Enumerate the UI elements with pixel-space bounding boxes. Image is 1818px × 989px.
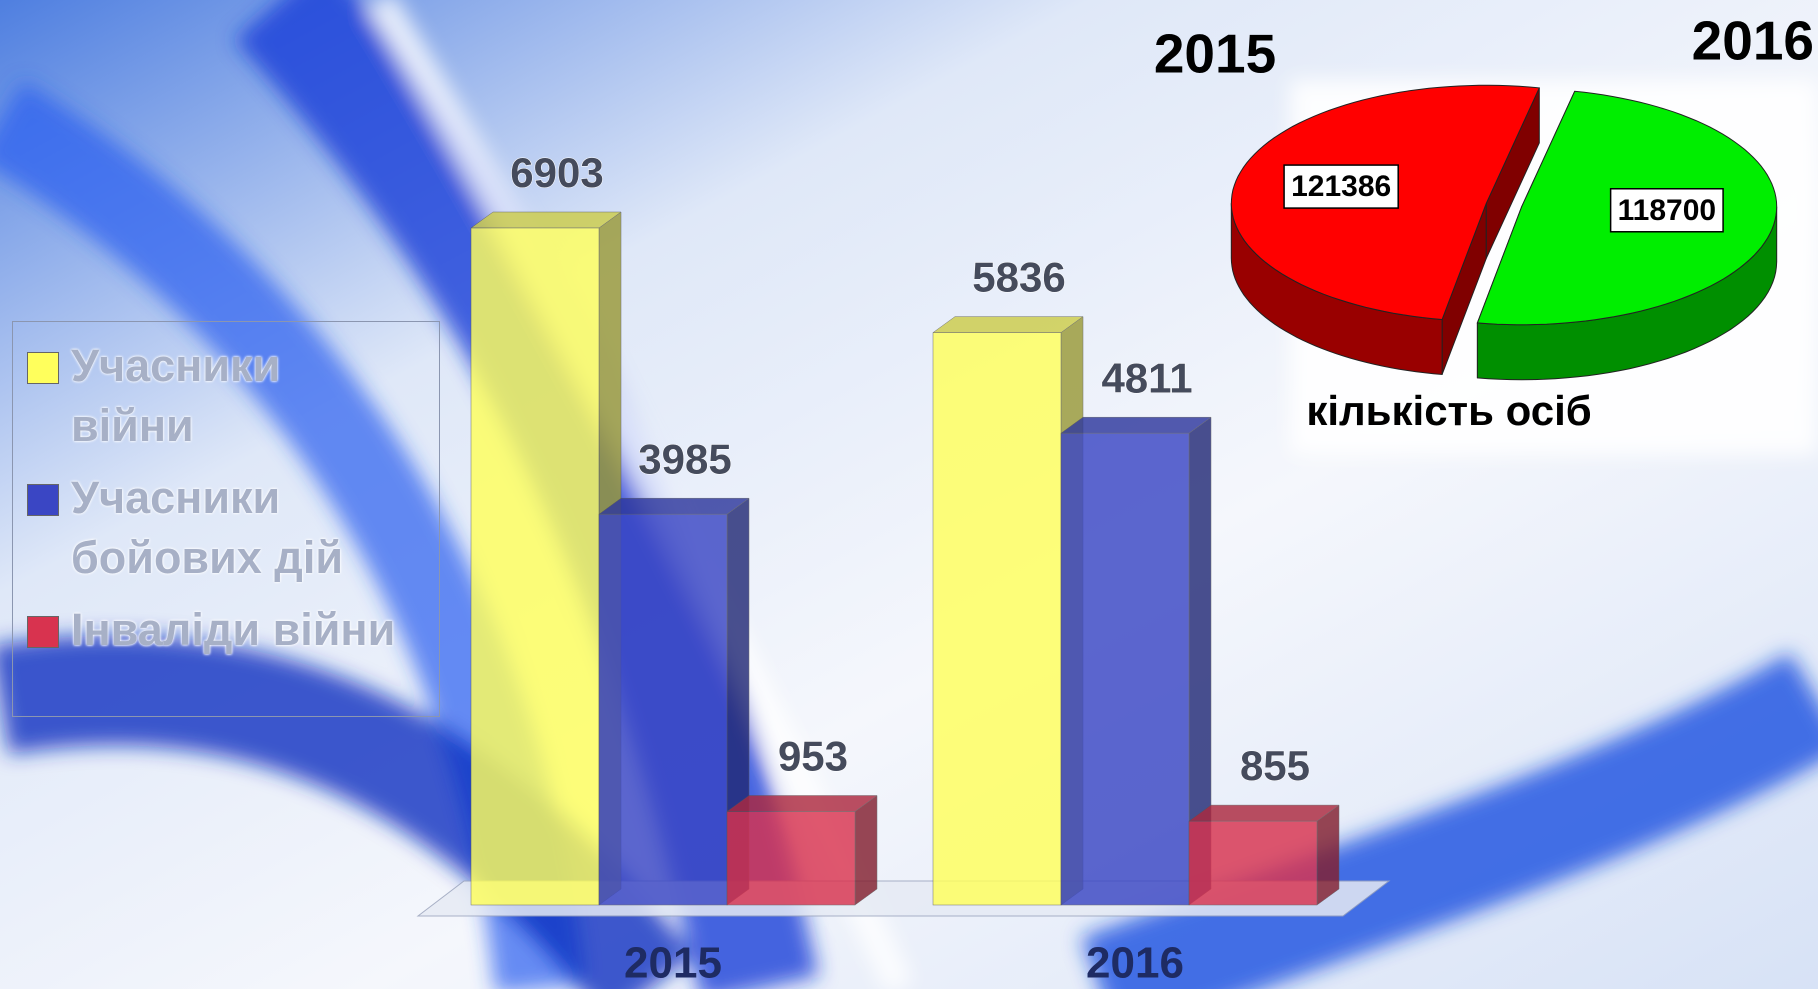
legend: Учасники війни Учасники бойових дій Інвалі… (12, 321, 440, 717)
pie-category-label: 2015 (1154, 23, 1276, 85)
data-label-box (1609, 188, 1724, 233)
bar-front (1060, 432, 1190, 906)
data-label-box (1283, 164, 1399, 209)
bar-top (598, 497, 750, 515)
bar-top (1188, 804, 1340, 822)
bar (470, 211, 622, 906)
data-label: 6903 (510, 149, 603, 196)
bar-side (854, 795, 878, 906)
legend-label: Учасники війни (71, 340, 281, 451)
bar (598, 497, 750, 906)
bar (726, 795, 878, 906)
legend-swatch (27, 616, 59, 648)
bar-front (470, 227, 600, 906)
legend-item: Учасники бойових дій (23, 468, 429, 588)
data-label: 5836 (972, 254, 1065, 301)
bar-top (726, 795, 878, 812)
legend-label: Учасники бойових дій (71, 472, 344, 583)
bar (1188, 804, 1340, 906)
legend-label: Інваліди війни (71, 604, 396, 655)
bar-front (1188, 820, 1318, 906)
data-label: 953 (778, 733, 848, 780)
bar (1060, 416, 1212, 906)
data-label: 118700 (1618, 194, 1716, 227)
data-label: 121386 (1291, 170, 1391, 203)
x-tick-label: 2015 (624, 939, 722, 988)
bar-top (1060, 416, 1212, 434)
chart-title: кількість осіб (1306, 387, 1591, 434)
x-tick-label: 2016 (1086, 939, 1184, 988)
legend-swatch (27, 352, 59, 384)
legend-item: Інваліди війни (23, 600, 429, 660)
legend-swatch (27, 484, 59, 516)
data-label: 855 (1240, 742, 1310, 789)
pie-category-label: 2016 (1692, 10, 1814, 72)
bar-front (932, 332, 1062, 906)
bar-front (726, 811, 856, 906)
bar-top (932, 316, 1084, 333)
bar (932, 316, 1084, 906)
bar-top (470, 211, 622, 229)
data-label: 3985 (638, 435, 731, 482)
data-label: 4811 (1101, 354, 1192, 401)
bar-side (1316, 804, 1340, 906)
legend-item: Учасники війни (23, 336, 429, 456)
bar-front (598, 513, 728, 906)
